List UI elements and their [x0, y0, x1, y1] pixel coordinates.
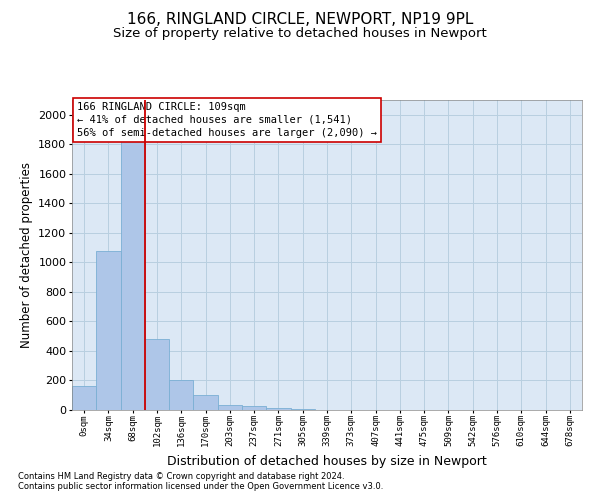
Text: Contains HM Land Registry data © Crown copyright and database right 2024.: Contains HM Land Registry data © Crown c… [18, 472, 344, 481]
Text: 166, RINGLAND CIRCLE, NEWPORT, NP19 9PL: 166, RINGLAND CIRCLE, NEWPORT, NP19 9PL [127, 12, 473, 28]
Bar [121, 130, 145, 410]
X-axis label: Distribution of detached houses by size in Newport: Distribution of detached houses by size … [167, 455, 487, 468]
Bar [242, 406, 266, 410]
Text: Size of property relative to detached houses in Newport: Size of property relative to detached ho… [113, 28, 487, 40]
Y-axis label: Number of detached properties: Number of detached properties [20, 162, 33, 348]
Bar [193, 395, 218, 410]
Bar [266, 408, 290, 410]
Bar [218, 405, 242, 410]
Text: 166 RINGLAND CIRCLE: 109sqm
← 41% of detached houses are smaller (1,541)
56% of : 166 RINGLAND CIRCLE: 109sqm ← 41% of det… [77, 102, 377, 138]
Text: Contains public sector information licensed under the Open Government Licence v3: Contains public sector information licen… [18, 482, 383, 491]
Bar [169, 380, 193, 410]
Bar [145, 339, 169, 410]
Bar [96, 250, 121, 410]
Bar [72, 386, 96, 410]
